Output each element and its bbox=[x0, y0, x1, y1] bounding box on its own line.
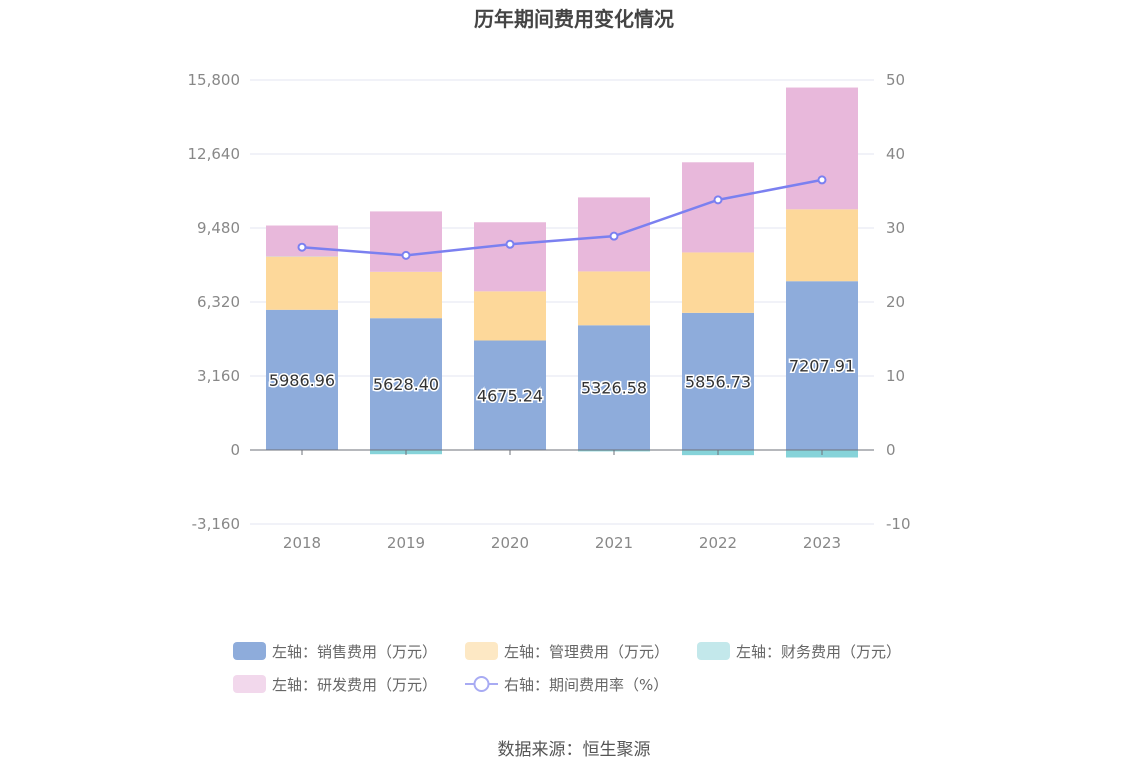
chart-title: 历年期间费用变化情况 bbox=[474, 7, 674, 31]
x-tick-label: 2020 bbox=[491, 534, 529, 552]
legend-label: 左轴：研发费用（万元） bbox=[272, 676, 437, 694]
y-left-tick-label: 0 bbox=[230, 441, 240, 459]
rate-point bbox=[713, 195, 723, 205]
bar-value-label: 5326.58 bbox=[581, 379, 647, 398]
data-source: 数据来源：恒生聚源 bbox=[498, 740, 651, 760]
legend-item: 左轴：研发费用（万元） bbox=[233, 675, 437, 694]
y-right-tick-label: 50 bbox=[886, 71, 905, 89]
bar-segment bbox=[370, 271, 442, 319]
bar-segment bbox=[786, 87, 858, 210]
y-left-tick-label: 15,800 bbox=[188, 71, 241, 89]
y-left-tick-label: 9,480 bbox=[197, 219, 240, 237]
bar-segment bbox=[474, 222, 546, 292]
y-left-tick-label: 3,160 bbox=[197, 367, 240, 385]
bars: 5986.96 5628.40 4675.24 5326.58 5856.73 7207.… bbox=[266, 87, 858, 458]
legend-swatch bbox=[233, 675, 266, 693]
legend-item: 左轴：销售费用（万元） bbox=[233, 642, 437, 661]
axes: -3,160 0 3,160 6,320 9,480 12,640 15,800 -10 0 10… bbox=[188, 71, 911, 552]
y-left-tick-label: 12,640 bbox=[188, 145, 241, 163]
y-right-tick-label: 40 bbox=[886, 145, 905, 163]
rate-line-path bbox=[301, 178, 823, 257]
x-tick-label: 2022 bbox=[699, 534, 737, 552]
bar-segment bbox=[370, 211, 442, 272]
legend-swatch bbox=[697, 642, 730, 660]
grid bbox=[250, 79, 874, 525]
y-left-tick-label: 6,320 bbox=[197, 293, 240, 311]
bar-segment bbox=[370, 318, 442, 450]
x-tick-label: 2023 bbox=[803, 534, 841, 552]
legend-label: 左轴：财务费用（万元） bbox=[736, 643, 901, 661]
legend-swatch bbox=[233, 642, 266, 660]
legend: 左轴：销售费用（万元） 左轴：管理费用（万元） 左轴：财务费用（万元） 左轴：研发费用… bbox=[233, 642, 901, 694]
legend-swatch bbox=[465, 642, 498, 660]
bar-segment bbox=[266, 225, 338, 257]
y-right-tick-label: 10 bbox=[886, 367, 905, 385]
bar-segment bbox=[266, 309, 338, 450]
legend-label: 左轴：管理费用（万元） bbox=[504, 643, 669, 661]
y-left-tick-label: -3,160 bbox=[192, 515, 240, 533]
legend-item: 右轴：期间费用率（%） bbox=[465, 676, 668, 694]
bar-value-label: 5986.96 bbox=[269, 371, 335, 390]
rate-point bbox=[505, 239, 515, 249]
bar-segment bbox=[682, 312, 754, 450]
y-right-tick-label: -10 bbox=[886, 515, 911, 533]
bar-segment bbox=[786, 209, 858, 282]
y-right-tick-label: 0 bbox=[886, 441, 896, 459]
y-right-tick-label: 30 bbox=[886, 219, 905, 237]
bar-segment bbox=[474, 291, 546, 341]
bar-segment bbox=[578, 325, 650, 450]
legend-item: 左轴：财务费用（万元） bbox=[697, 642, 901, 661]
x-tick-label: 2021 bbox=[595, 534, 633, 552]
bar-value-label: 4675.24 bbox=[477, 386, 543, 405]
bar-value-label: 5856.73 bbox=[685, 372, 751, 391]
rate-point bbox=[609, 231, 619, 241]
legend-label: 左轴：销售费用（万元） bbox=[272, 643, 437, 661]
x-tick-label: 2018 bbox=[283, 534, 321, 552]
bar-segment bbox=[578, 271, 650, 326]
bar-segment bbox=[682, 252, 754, 313]
legend-label: 右轴：期间费用率（%） bbox=[504, 676, 668, 694]
legend-line-marker bbox=[473, 676, 490, 692]
rate-point bbox=[817, 175, 827, 185]
bar-value-label: 7207.91 bbox=[789, 357, 855, 376]
legend-item: 左轴：管理费用（万元） bbox=[465, 642, 669, 661]
bar-segment bbox=[474, 340, 546, 450]
bar-value-label: 5628.40 bbox=[373, 375, 439, 394]
rate-line bbox=[297, 175, 827, 260]
rate-point bbox=[401, 250, 411, 260]
x-tick-label: 2019 bbox=[387, 534, 425, 552]
y-right-tick-label: 20 bbox=[886, 293, 905, 311]
rate-point bbox=[297, 242, 307, 252]
bar-segment bbox=[266, 256, 338, 310]
bar-segment bbox=[786, 281, 858, 450]
